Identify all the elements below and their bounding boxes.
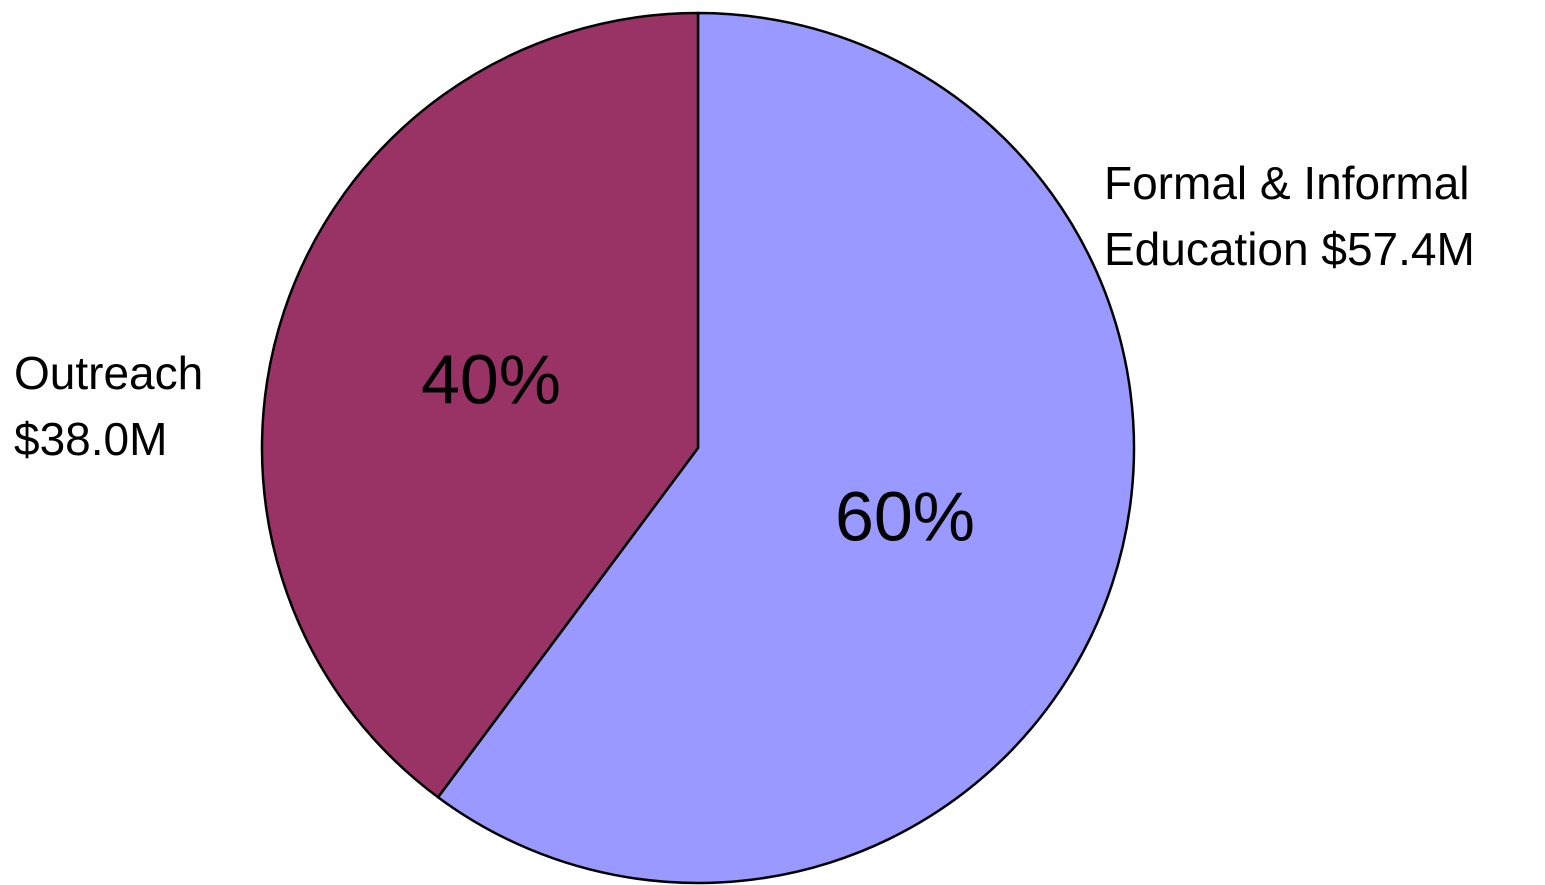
education-label-line2: Education $57.4M — [1104, 223, 1475, 275]
outreach-label-line2: $38.0M — [14, 413, 168, 465]
education-label-line1: Formal & Informal — [1104, 157, 1470, 209]
outreach-label-line1: Outreach — [14, 347, 204, 399]
pie-slice-0 — [436, 11, 1136, 885]
pie-slice-1 — [260, 11, 700, 799]
pie-percent-label-0: 60% — [835, 477, 975, 555]
pie-percent-label-1: 40% — [421, 341, 561, 419]
outreach-category-label: Outreach $38.0M — [14, 340, 203, 472]
education-category-label: Formal & Informal Education $57.4M — [1104, 150, 1475, 282]
